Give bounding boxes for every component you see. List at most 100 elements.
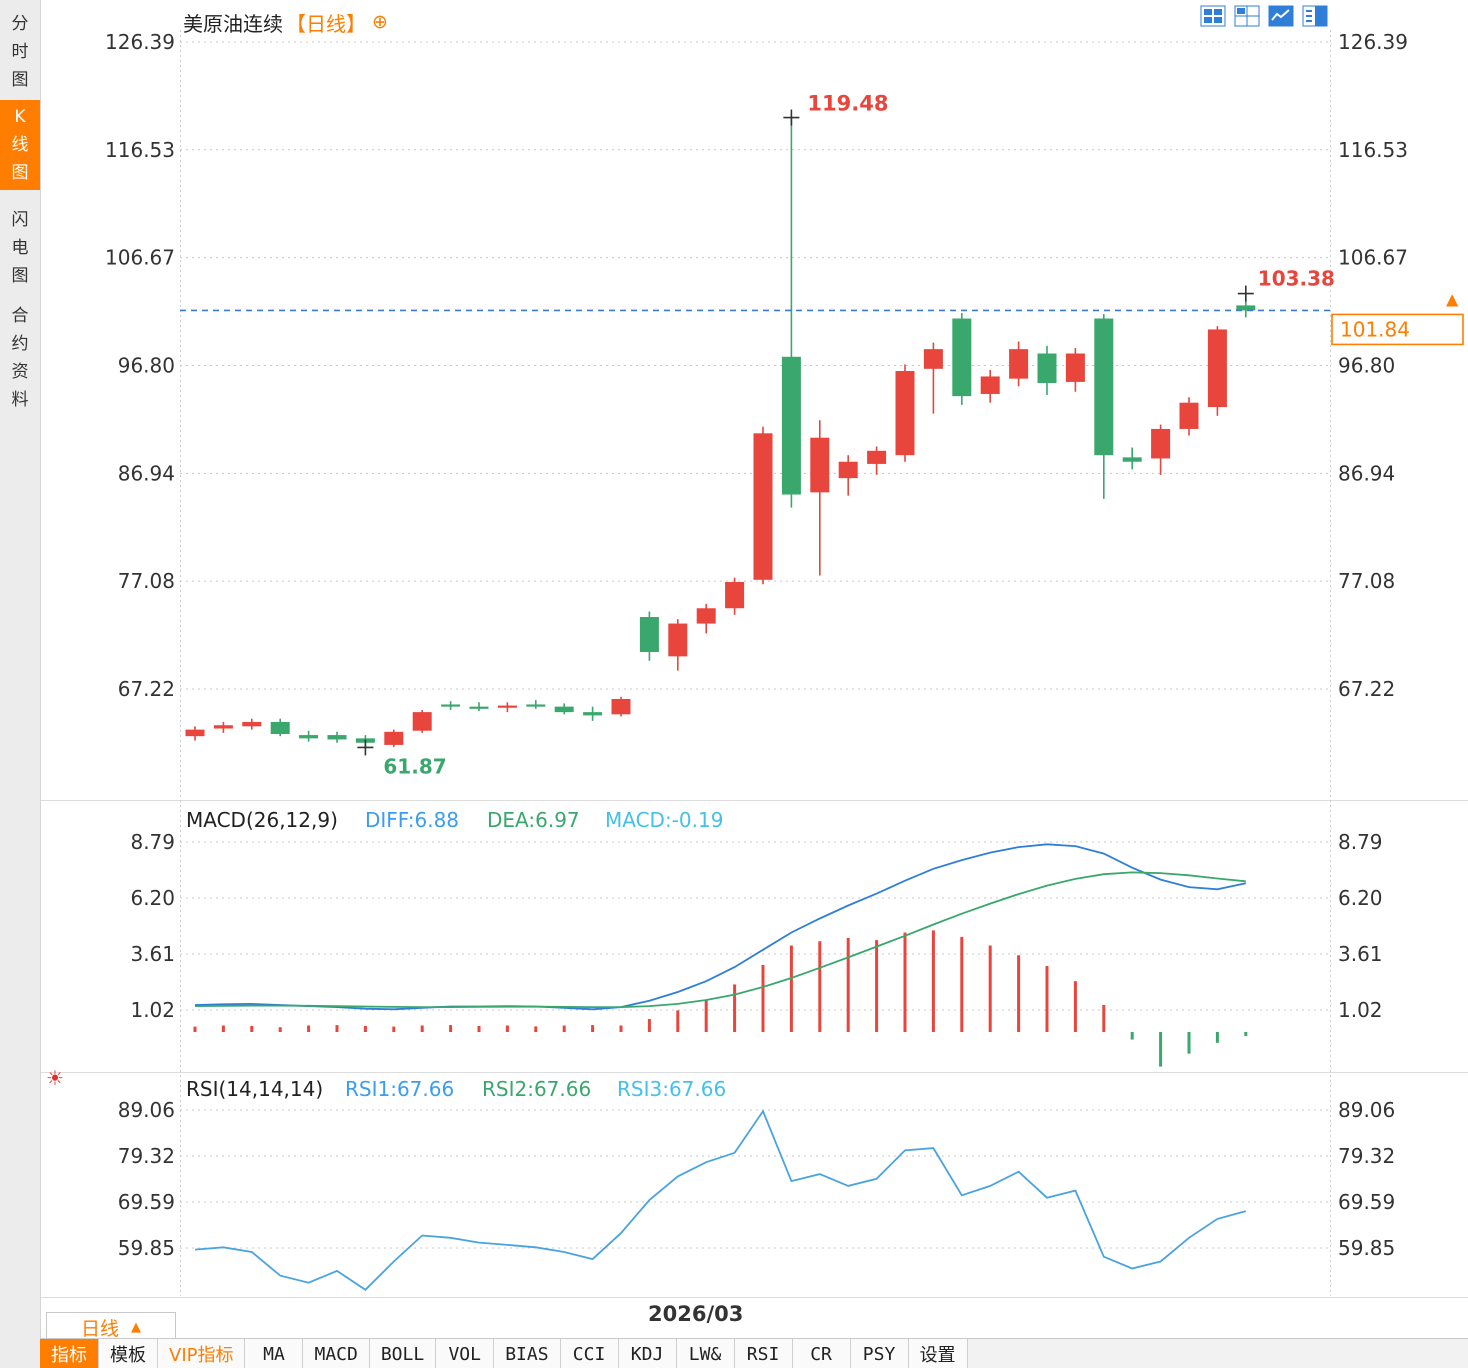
sidebar-tab-char: 图 [11,266,29,286]
axis-tick-label: 86.94 [118,461,175,485]
axis-tick-label: 8.79 [130,830,175,854]
indicator-sun-icon[interactable]: ☀ [46,1066,64,1090]
candle-body [952,318,972,397]
sidebar-tab-4[interactable]: 合约资料 [0,294,40,417]
macd-hist-bar [1244,1032,1248,1037]
last-bar-high-label: 103.38 [1258,267,1335,291]
candle-body [895,370,915,456]
candle-body [668,623,688,657]
candle-body [1151,428,1171,459]
period-selector-label: 日线 [80,1317,119,1340]
period-tag[interactable]: 【日线】 [286,12,366,36]
add-indicator-icon[interactable]: ⊕ [372,11,388,33]
footer-menu-item[interactable]: CCI [560,1339,619,1368]
candle-body [611,699,631,715]
candle-body [469,706,489,709]
macd-hist-bar [988,945,992,1032]
macd-hist-bar [534,1026,538,1032]
sidebar-tab-char: 合 [11,306,29,326]
multi-window-icon[interactable] [1200,5,1226,27]
footer-menu-item[interactable]: BIAS [494,1339,561,1368]
rsi-legend-item: RSI2:67.66 [482,1077,591,1101]
sidebar-tab-char: 线 [11,135,29,155]
axis-tick-label: 126.39 [1338,30,1408,54]
footer-menu-item[interactable]: MA [245,1339,304,1368]
chart-layout-icon[interactable] [1268,5,1294,27]
rsi-legend-item: RSI3:67.66 [617,1077,726,1101]
footer-menu-item[interactable]: LW& [676,1339,735,1368]
sidebar-tab-1[interactable]: 分时图 [0,2,40,97]
axis-tick-label: 86.94 [1338,461,1395,485]
layout-icon-group [1200,5,1328,27]
sidebar-tab-char: 时 [11,42,29,62]
footer-menu-item[interactable]: 指标 [40,1339,99,1368]
macd-hist-bar [591,1025,595,1032]
candle-body [838,461,858,479]
macd-hist-bar [931,930,935,1032]
macd-hist-bar [875,940,879,1032]
candle-body [327,735,347,740]
axis-tick-label: 106.67 [105,246,175,270]
macd-hist-bar [733,984,737,1032]
macd-hist-bar [363,1025,367,1032]
candle-body [1094,318,1114,456]
candle-body [1179,402,1199,429]
period-high-label: 119.48 [807,92,888,116]
sidebar-tab-char: K [14,107,26,127]
footer-menu-item[interactable]: KDJ [618,1339,677,1368]
footer-menu-item[interactable]: VOL [436,1339,495,1368]
macd-hist-bar [818,941,822,1032]
rsi-line-RSI1 [194,1109,1247,1291]
macd-hist-bar [250,1025,254,1032]
footer-menu-item[interactable]: 模板 [99,1339,158,1368]
period-selector[interactable]: 日线 ▲ [46,1312,176,1342]
macd-hist-bar [789,945,793,1032]
macd-hist-bar [221,1025,225,1032]
footer-menu-item[interactable]: 设置 [908,1339,968,1368]
current-price-value: 101.84 [1340,317,1410,341]
footer-menu-item[interactable]: CR [792,1339,851,1368]
macd-hist-bar [619,1025,623,1032]
rsi-label: RSI(14,14,14) [186,1077,323,1101]
footer-menu-item[interactable]: PSY [850,1339,909,1368]
candle-body [1236,305,1256,311]
axis-tick-label: 126.39 [105,30,175,54]
macd-label: MACD(26,12,9) [186,808,338,832]
split-panes-icon[interactable] [1302,5,1328,27]
macd-hist-bar [1215,1032,1219,1043]
candle-body [810,437,830,493]
axis-tick-label: 3.61 [1338,942,1383,966]
macd-hist-bar [1159,1032,1163,1067]
candle-body [753,433,773,580]
price-panel: 126.39 126.39 116.53 116.53 106.67 106.67 96.8… [105,30,1464,778]
sidebar-tab-char: 闪 [11,210,29,230]
macd-hist-bar [562,1025,566,1032]
candle-body [497,705,517,708]
grid-layout-icon[interactable] [1234,5,1260,27]
x-axis-date-label: 2026/03 [648,1302,744,1326]
macd-hist-bar [449,1025,453,1032]
axis-tick-label: 77.08 [1338,569,1395,593]
sidebar-tab-char: 料 [11,390,29,410]
current-price-arrow-icon: ▲ [1446,289,1459,308]
footer-menu-item[interactable]: BOLL [369,1339,437,1368]
candle-body [1065,353,1085,382]
macd-hist-bar [307,1025,311,1032]
footer-menu-item[interactable]: RSI [734,1339,793,1368]
macd-panel: 8.79 8.79 6.20 6.20 3.61 3.61 1.02 1.02 MACD(26,… [130,808,1383,1067]
indicator-toolbar: 指标 模板 VIP指标 MA MACD BOLL VOL BIAS CCI KDJ LW& RSI CR… [40,1338,1468,1368]
sidebar-tab-3[interactable]: 闪电图 [0,198,40,293]
candle-body [725,582,745,609]
axis-tick-label: 79.32 [1338,1144,1395,1168]
footer-menu-item[interactable]: MACD [303,1339,370,1368]
caret-up-icon: ▲ [131,1319,141,1335]
macd-line-DIFF [194,843,1246,1011]
axis-tick-label: 96.80 [1338,354,1395,378]
footer-menu-item[interactable]: VIP指标 [158,1339,246,1368]
candle-body [242,721,262,727]
candle-body [923,349,943,369]
